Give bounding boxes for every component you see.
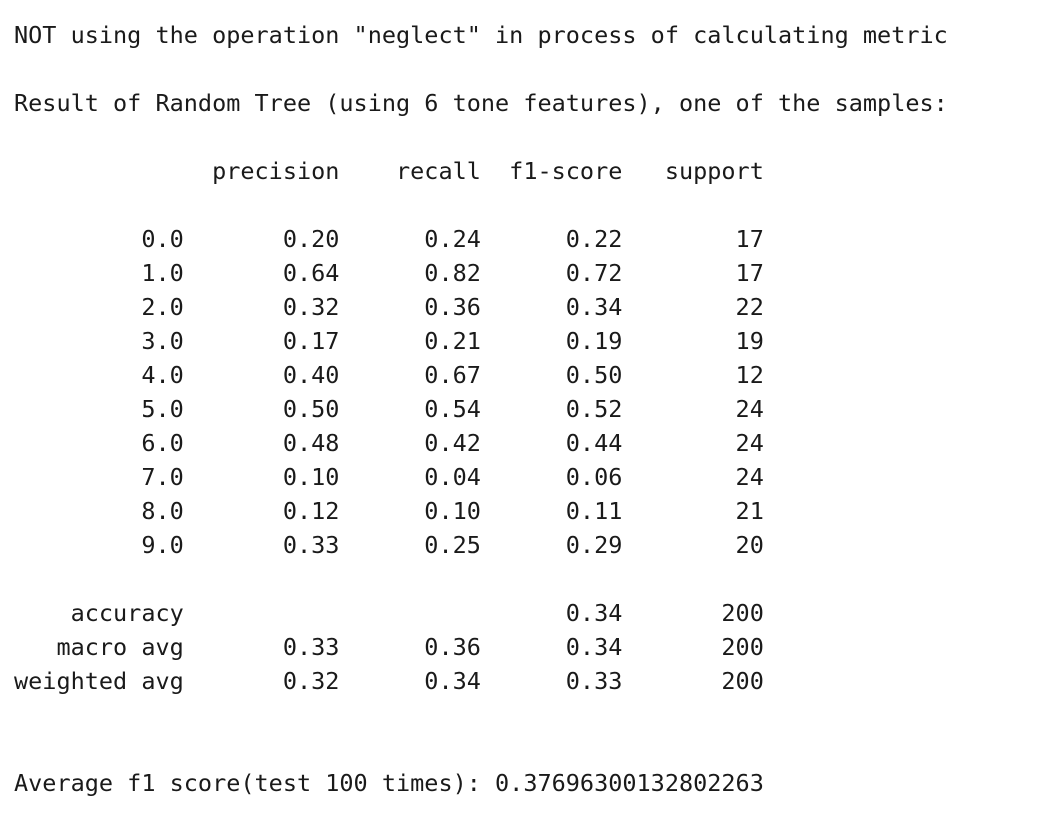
output-line: weighted avg 0.32 0.34 0.33 200 bbox=[14, 667, 764, 695]
output-line: macro avg 0.33 0.36 0.34 200 bbox=[14, 633, 764, 661]
output-line: NOT using the operation "neglect" in pro… bbox=[14, 21, 948, 49]
output-line: 1.0 0.64 0.82 0.72 17 bbox=[14, 259, 764, 287]
output-line: 9.0 0.33 0.25 0.29 20 bbox=[14, 531, 764, 559]
output-line bbox=[14, 698, 948, 732]
output-line bbox=[14, 188, 948, 222]
output-line: 2.0 0.32 0.36 0.34 22 bbox=[14, 293, 764, 321]
output-line: 3.0 0.17 0.21 0.19 19 bbox=[14, 327, 764, 355]
output-line bbox=[14, 52, 948, 86]
output-line: 6.0 0.48 0.42 0.44 24 bbox=[14, 429, 764, 457]
console-output: NOT using the operation "neglect" in pro… bbox=[14, 18, 948, 800]
output-line: accuracy 0.34 200 bbox=[14, 599, 764, 627]
output-line: 7.0 0.10 0.04 0.06 24 bbox=[14, 463, 764, 491]
output-line: Average f1 score(test 100 times): 0.3769… bbox=[14, 769, 764, 797]
output-line: precision recall f1-score support bbox=[14, 157, 764, 185]
output-line bbox=[14, 732, 948, 766]
output-line bbox=[14, 562, 948, 596]
output-line: 5.0 0.50 0.54 0.52 24 bbox=[14, 395, 764, 423]
output-line: 4.0 0.40 0.67 0.50 12 bbox=[14, 361, 764, 389]
output-line bbox=[14, 120, 948, 154]
output-line: 0.0 0.20 0.24 0.22 17 bbox=[14, 225, 764, 253]
output-line: Result of Random Tree (using 6 tone feat… bbox=[14, 89, 948, 117]
output-line: 8.0 0.12 0.10 0.11 21 bbox=[14, 497, 764, 525]
